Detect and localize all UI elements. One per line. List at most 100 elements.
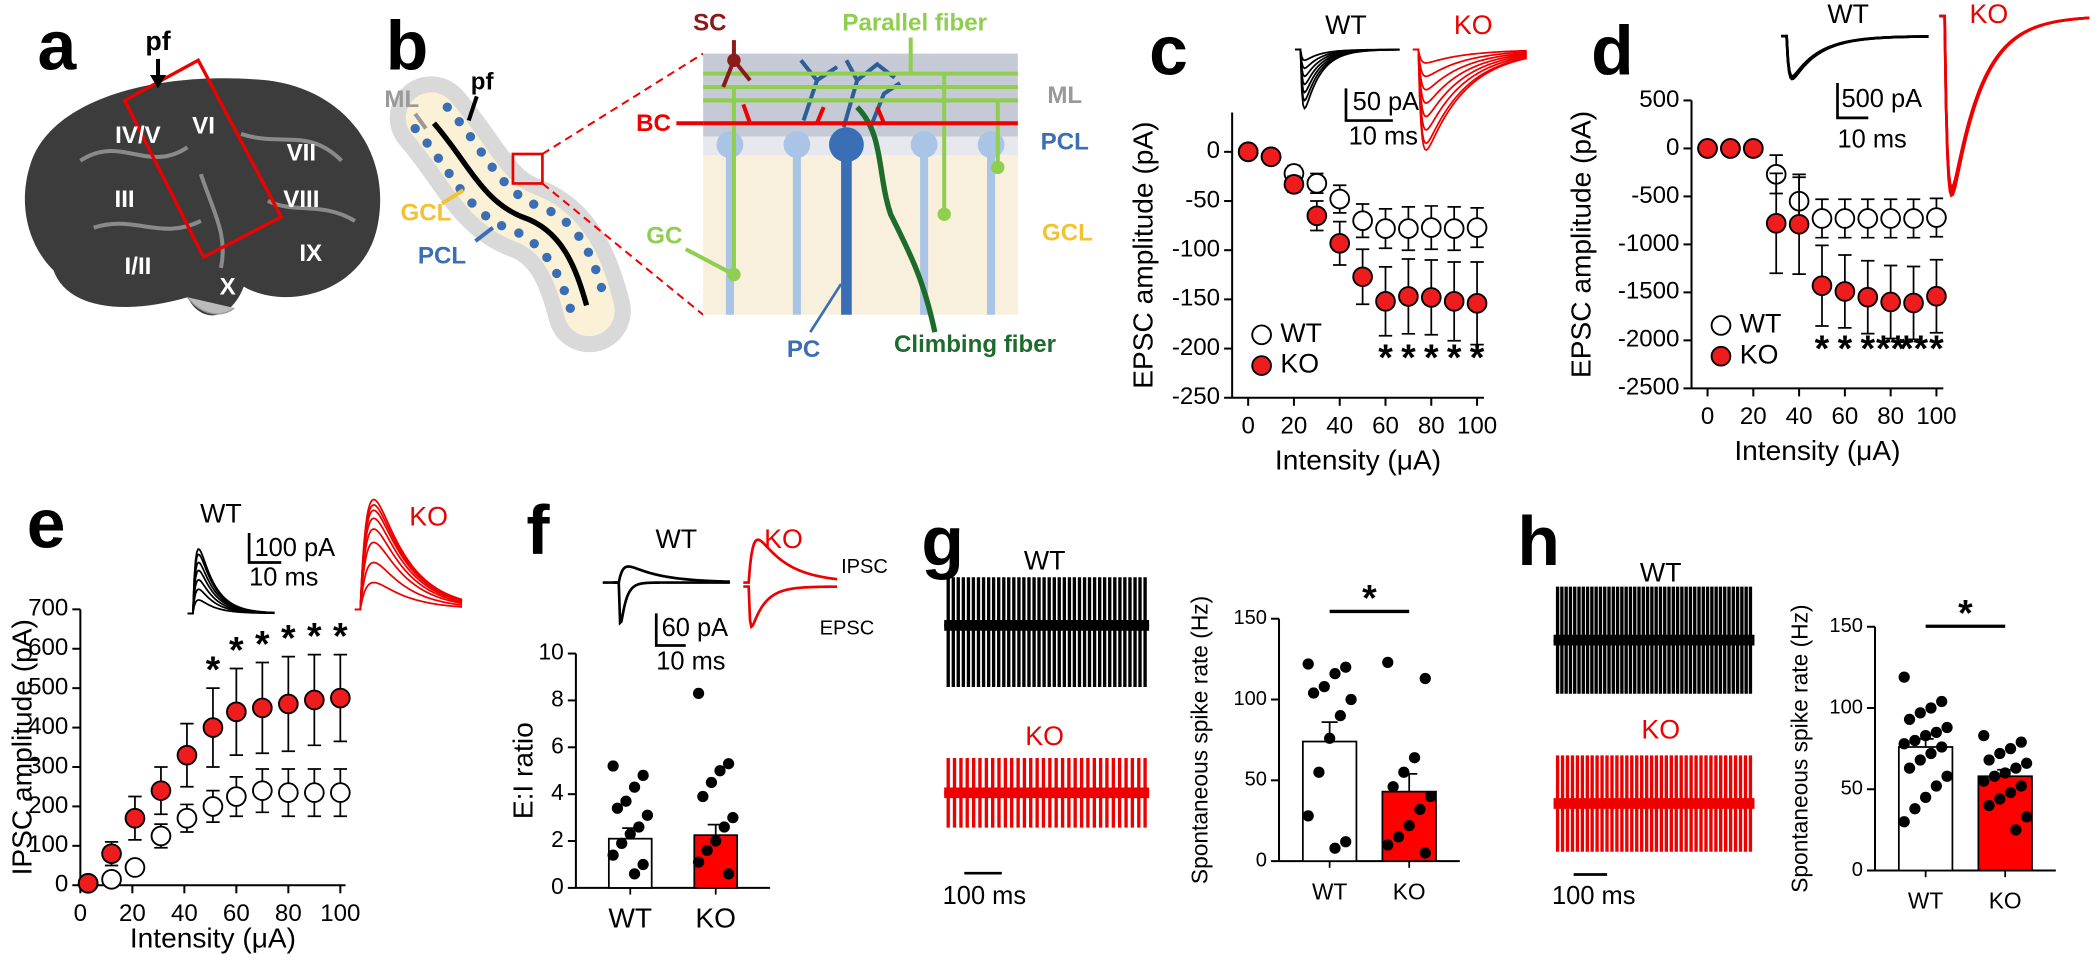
data-point [1313,766,1325,778]
trace [1412,48,1527,64]
data-point [1834,208,1856,229]
significance: * [1424,336,1439,378]
data-point [278,782,299,803]
data-point [1419,672,1431,685]
y-tick-label: 100 [1829,696,1863,718]
x-tick-label: KO [695,902,736,933]
y-tick-label: 10 [539,639,564,665]
x-tick-label: 80 [1877,403,1904,430]
data-point [633,821,645,833]
data-point [1340,661,1352,673]
inset-label: 100 ms [943,882,1026,910]
data-point [1720,138,1741,159]
panel-letter: c [1149,12,1188,90]
data-point [202,717,224,738]
y-tick-label: 500 [28,674,68,701]
data-point [1443,291,1465,312]
data-point [1936,695,1948,708]
data-point [124,857,146,878]
y-tick-label: -2500 [1618,374,1680,401]
y-tick-label: 8 [551,685,564,711]
data-point [701,844,713,857]
diagram-label: GCL [400,200,451,227]
data-point [1398,286,1419,307]
data-point [1302,658,1314,670]
data-point [1926,207,1947,228]
data-point [1237,141,1259,163]
data-point [1375,218,1396,239]
x-tick-label: 0 [1241,413,1254,440]
zoom-line [541,52,704,155]
inset-label: 60 pA [662,614,729,642]
y-tick-label: -1500 [1618,278,1680,305]
significance: * [1401,336,1416,378]
y-tick-label: 600 [28,634,68,661]
x-tick-label: 60 [1372,413,1399,440]
y-axis-label: IPSC amplitude (pA) [7,619,38,875]
data-point [1930,780,1942,792]
legend-marker [1251,324,1272,346]
diagram-label: PC [787,336,820,363]
significance: * [1378,336,1393,378]
data-point [1329,842,1341,854]
y-tick-label: 2 [551,826,564,852]
data-point [1420,287,1442,308]
legend-label: WT [1280,318,1322,348]
significance: * [281,616,296,658]
significance: * [1838,327,1853,369]
legend-marker [1251,355,1272,376]
data-point [1283,173,1305,195]
inset-label: 10 ms [1838,125,1907,153]
data-point [1788,213,1810,235]
inset-label: IPSC [841,556,888,578]
scale-bar [247,533,282,564]
data-point [1414,803,1426,816]
y-tick-label: 400 [28,713,68,740]
zoom-box [511,152,544,185]
y-tick-label: -1000 [1618,230,1680,257]
y-tick-label: 6 [551,732,564,758]
y-tick-label: 500 [1639,86,1679,113]
gcl-layer [703,155,1018,315]
data-point [692,687,705,700]
data-point [304,689,325,711]
data-point [1403,819,1415,832]
diagram-label: ML [384,86,419,113]
significance: * [206,648,221,690]
cerebellum-image [24,57,381,316]
trace [1939,14,2090,198]
data-point [611,802,624,814]
data-point [2010,824,2022,836]
gcl-arrow [440,188,465,206]
data-point [1765,212,1787,234]
panel-letter: a [38,6,78,84]
inset-label: WT [1827,0,1869,29]
y-axis-label: Spontaneous spike rate (Hz) [1186,596,1212,884]
y-tick-label: 0 [1666,134,1679,161]
significance: ** [1899,327,1929,369]
region-label: IV/V [115,122,161,149]
data-point [1329,233,1351,254]
inset-label: 100 pA [254,534,335,562]
diagram-label: PCL [1041,129,1089,156]
data-point [2020,811,2033,823]
data-point [2015,780,2027,792]
inset-label: WT [1325,10,1367,40]
climbing-fiber [855,105,938,333]
y-tick-label: -500 [1631,182,1679,209]
trace [354,561,463,611]
data-point [718,821,730,833]
y-tick-label: 300 [28,752,68,779]
y-tick-label: 50 [1841,778,1863,800]
data-point [176,807,198,829]
y-tick-label: 700 [28,595,68,622]
data-point [1302,810,1314,822]
data-point [2010,762,2022,774]
data-point [278,693,299,715]
region-label: IX [299,240,322,267]
data-point [1811,275,1833,296]
significance: * [1958,591,1973,633]
data-point [641,809,654,821]
region-label: VIII [283,186,319,213]
x-axis-label: Intensity (μA) [1734,435,1900,466]
